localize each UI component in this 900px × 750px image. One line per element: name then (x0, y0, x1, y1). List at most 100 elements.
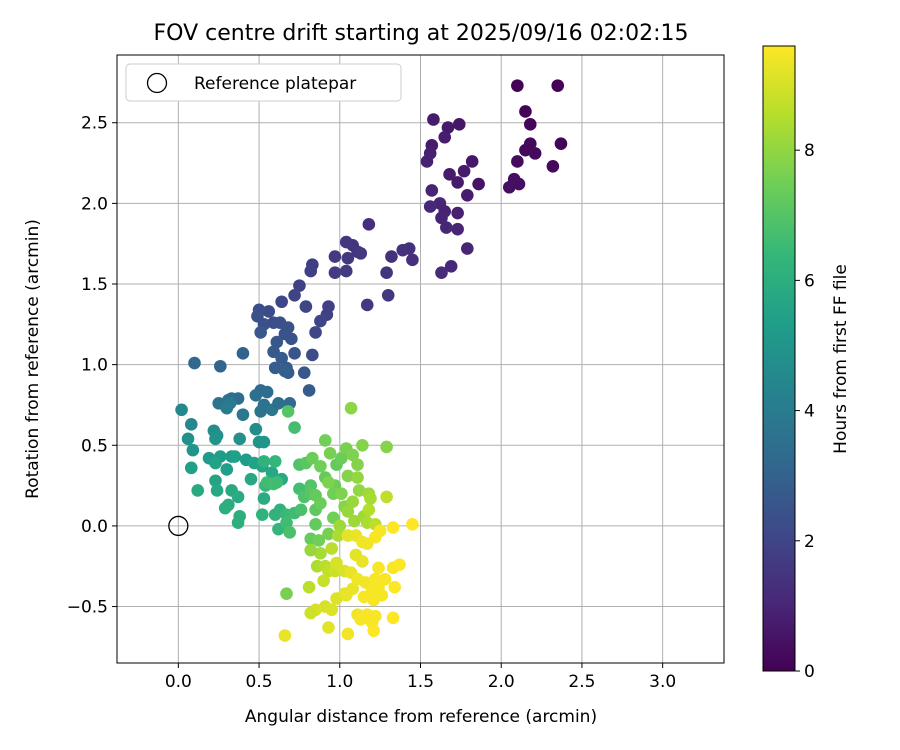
colorbar-tick-label: 0 (804, 662, 815, 682)
data-point (236, 347, 250, 360)
data-point (441, 121, 455, 134)
data-point (268, 455, 282, 468)
colorbar-tick-label: 2 (804, 532, 815, 552)
data-point (511, 155, 524, 168)
data-point (244, 472, 258, 486)
data-point (270, 476, 284, 489)
data-point (554, 137, 568, 151)
data-point (388, 580, 401, 594)
data-point (438, 130, 452, 144)
data-point (354, 247, 368, 260)
data-point (209, 432, 222, 446)
data-point (362, 218, 376, 231)
data-point (386, 611, 400, 625)
data-point (312, 534, 326, 547)
data-point (406, 253, 419, 267)
data-point (257, 435, 271, 449)
data-point (461, 242, 474, 255)
colorbar-tick-label: 8 (804, 141, 815, 161)
data-point (322, 476, 335, 489)
data-point (406, 518, 419, 531)
data-point (364, 492, 377, 505)
data-point (328, 266, 342, 280)
data-point (335, 487, 348, 500)
data-point (268, 508, 282, 521)
data-point (356, 555, 369, 568)
data-point (351, 458, 364, 471)
data-point (302, 384, 316, 397)
data-point (228, 450, 242, 463)
data-point (457, 164, 471, 178)
grid-lines (117, 55, 724, 663)
data-point (288, 288, 301, 302)
data-point (357, 590, 371, 604)
data-point (280, 587, 293, 600)
data-point (380, 266, 393, 280)
legend: Reference platepar (125, 63, 402, 102)
data-point (186, 443, 200, 457)
data-point (209, 456, 222, 470)
data-point (362, 503, 376, 517)
legend-box (125, 63, 402, 102)
data-point (380, 490, 393, 504)
data-point (220, 401, 234, 415)
y-axis: −0.5 0.0 0.5 1.0 1.5 2.0 2.5 (67, 114, 117, 618)
data-point (551, 79, 565, 92)
data-point (257, 455, 271, 468)
data-point (502, 180, 516, 194)
data-point (314, 547, 327, 560)
data-point (341, 627, 355, 641)
data-point (325, 542, 339, 555)
data-point (304, 543, 318, 557)
data-point (372, 561, 385, 575)
data-point (333, 519, 347, 533)
data-point (444, 259, 458, 273)
data-point (231, 490, 245, 504)
data-point (368, 609, 382, 623)
legend-label: Reference platepar (194, 74, 356, 94)
data-point (367, 624, 380, 638)
data-point (260, 385, 274, 399)
data-point (181, 432, 195, 446)
data-point (278, 629, 292, 642)
data-point (396, 243, 410, 257)
data-point (306, 451, 319, 465)
data-point (512, 177, 526, 191)
data-point (317, 574, 330, 588)
data-point (452, 118, 466, 131)
data-point (255, 508, 269, 521)
colorbar-label: Hours from first FF file (831, 264, 851, 454)
data-point (236, 408, 250, 421)
data-point (314, 314, 327, 328)
data-point (335, 451, 348, 465)
data-point (191, 484, 205, 497)
colorbar (762, 45, 796, 672)
data-point (546, 159, 560, 173)
data-point (381, 288, 395, 302)
data-point (348, 514, 361, 528)
data-point (325, 603, 339, 617)
data-point (322, 621, 335, 634)
data-point (375, 588, 389, 602)
x-tick-label: 1.5 (407, 672, 434, 692)
data-point (341, 469, 355, 483)
y-tick-label: 2.0 (81, 194, 108, 214)
data-point (288, 347, 301, 360)
data-point (304, 264, 318, 278)
data-point (451, 176, 464, 189)
colorbar-ticks: 0 2 4 6 8 (795, 141, 815, 682)
data-point (346, 448, 359, 462)
data-point (231, 516, 245, 529)
y-tick-label: 0.5 (81, 436, 108, 456)
data-point (209, 474, 222, 488)
data-point (306, 348, 319, 362)
data-point (288, 421, 301, 434)
data-point (519, 143, 532, 157)
data-point (339, 264, 353, 278)
data-point (275, 351, 288, 365)
data-point (385, 250, 398, 263)
data-point (281, 405, 295, 418)
data-point (461, 189, 474, 202)
data-point (220, 463, 234, 476)
data-point (380, 440, 393, 454)
